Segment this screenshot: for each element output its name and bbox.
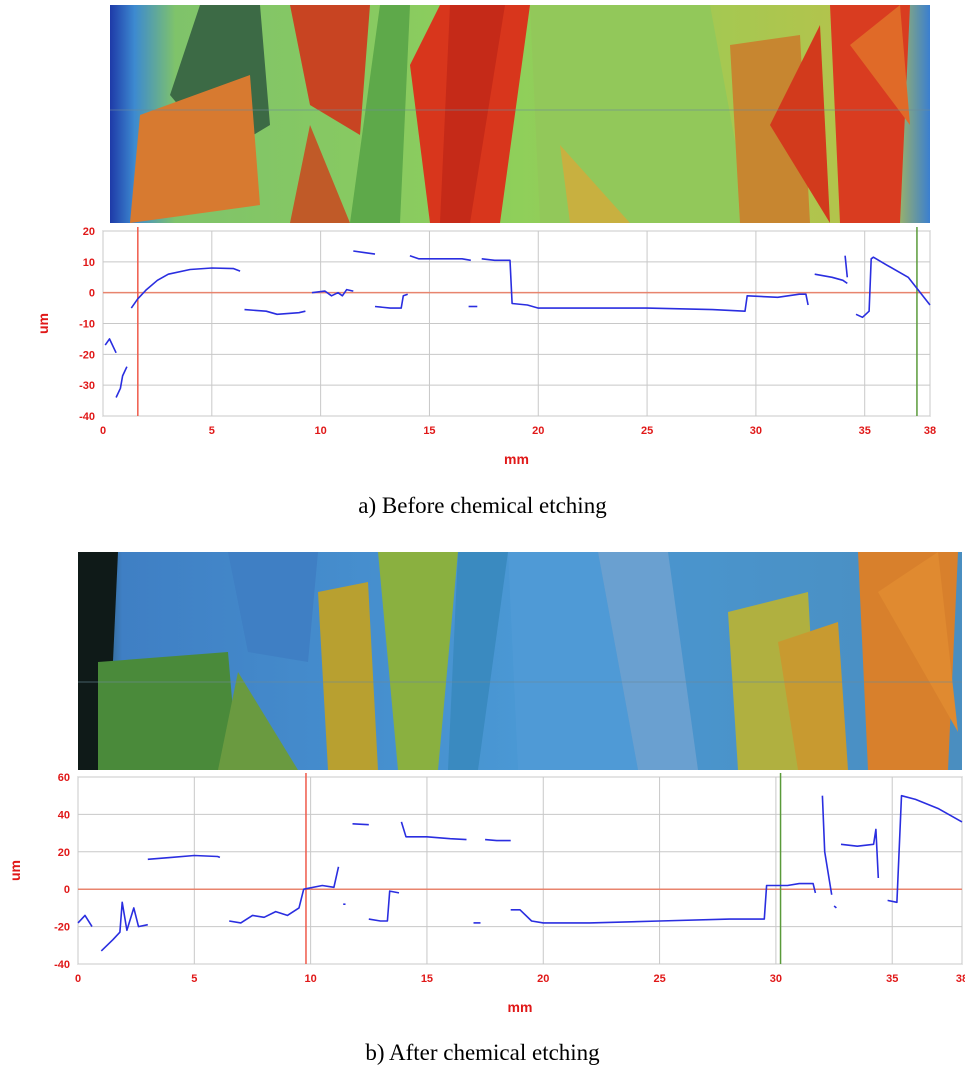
x-tick-label: 20 [532, 425, 544, 437]
profile-segment [229, 866, 340, 924]
profile-segment [833, 905, 837, 909]
profile-segment [821, 795, 833, 895]
profile-segment [840, 828, 880, 879]
y-tick-label: 10 [83, 257, 95, 269]
profile-segment [77, 914, 93, 928]
profile-segment [352, 823, 369, 826]
y-tick-label: 0 [64, 884, 70, 896]
x-tick-label: 38 [924, 425, 936, 437]
profile-segment [311, 288, 354, 297]
x-tick-label: 35 [886, 973, 898, 985]
y-tick-label: -30 [79, 380, 95, 392]
profile-segment [100, 901, 148, 952]
profile-segment [353, 250, 376, 255]
y-tick-label: 0 [89, 288, 95, 300]
y-axis-label: um [35, 313, 51, 334]
x-tick-label: 10 [315, 425, 327, 437]
caption-before: a) Before chemical etching [358, 493, 607, 518]
profile-segment [855, 256, 931, 319]
y-tick-label: 20 [83, 226, 95, 238]
surface-map-before-image [110, 5, 930, 223]
y-tick-label: -40 [79, 411, 95, 423]
x-tick-label: 30 [770, 973, 782, 985]
y-tick-label: -40 [54, 959, 70, 971]
profile-segment [409, 254, 471, 262]
profile-segment [887, 794, 963, 904]
x-tick-label: 10 [305, 973, 317, 985]
y-tick-label: -10 [79, 319, 95, 331]
x-tick-label: 5 [209, 425, 215, 437]
surface-map-before [110, 5, 930, 223]
y-tick-label: 40 [58, 809, 70, 821]
profile-chart-after: 0 5 10 15 20 25 30 35 38 60 40 20 0 -20 -40 mm um [7, 772, 965, 1015]
x-tick-label: 35 [859, 425, 871, 437]
profile-segment [481, 258, 809, 313]
x-tick-label: 20 [537, 973, 549, 985]
profile-segment [244, 308, 306, 316]
profile-segment [115, 366, 128, 398]
x-tick-label: 15 [421, 973, 433, 985]
surface-map-after-image [78, 552, 962, 770]
profile-segment [510, 882, 817, 924]
caption-after: b) After chemical etching [365, 1040, 600, 1065]
profile-segment [400, 821, 467, 841]
x-tick-label: 30 [750, 425, 762, 437]
x-tick-label: 25 [641, 425, 653, 437]
panel-after-etching: 0 5 10 15 20 25 30 35 38 60 40 20 0 -20 -40 mm um b) Aft… [0, 552, 965, 1070]
profile-segment [374, 293, 408, 309]
x-axis-label: mm [504, 451, 529, 467]
plot-area [77, 776, 963, 965]
x-tick-label: 0 [100, 425, 106, 437]
x-tick-label: 25 [653, 973, 665, 985]
profile-segment [485, 838, 511, 842]
x-axis-label: mm [508, 999, 533, 1015]
y-tick-label: 60 [58, 772, 70, 784]
x-tick-label: 15 [423, 425, 435, 437]
panel-before-etching: 0 5 10 15 20 25 30 35 38 20 10 0 -10 -20 -30 -40 mm um a)… [0, 0, 965, 530]
profile-segment [368, 890, 400, 922]
profile-segment [147, 854, 221, 861]
profile-segment [814, 273, 848, 285]
profile-segment [844, 255, 849, 278]
profile-segment [104, 338, 117, 354]
x-tick-label: 38 [956, 973, 965, 985]
x-tick-label: 0 [75, 973, 81, 985]
profile-chart-before: 0 5 10 15 20 25 30 35 38 20 10 0 -10 -20 -30 -40 mm um [35, 226, 936, 467]
y-tick-label: 20 [58, 847, 70, 859]
x-tick-label: 5 [191, 973, 197, 985]
y-tick-label: -20 [54, 922, 70, 934]
y-axis-label: um [7, 860, 23, 881]
y-tick-label: -20 [79, 349, 95, 361]
profile-segment [130, 267, 241, 309]
surface-map-after [78, 552, 962, 770]
